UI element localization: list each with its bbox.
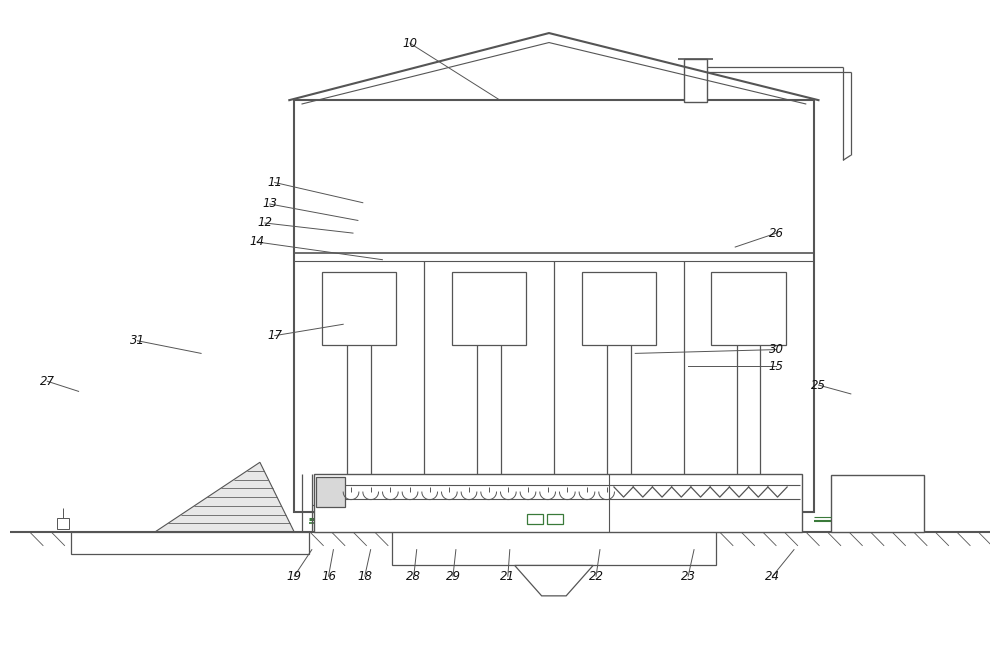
Text: 23: 23 xyxy=(681,570,696,583)
Bar xyxy=(582,273,656,345)
Text: 16: 16 xyxy=(321,570,336,583)
Bar xyxy=(322,273,396,345)
Text: 12: 12 xyxy=(257,216,272,229)
Bar xyxy=(316,477,345,507)
Text: 11: 11 xyxy=(267,176,282,189)
Text: 13: 13 xyxy=(262,198,277,211)
Bar xyxy=(831,475,924,532)
Text: 31: 31 xyxy=(130,334,145,348)
Text: 21: 21 xyxy=(500,570,515,583)
Text: 22: 22 xyxy=(589,570,604,583)
Bar xyxy=(294,100,814,512)
Bar xyxy=(71,532,309,554)
Text: 18: 18 xyxy=(357,570,372,583)
Bar xyxy=(711,273,786,345)
Text: 27: 27 xyxy=(40,375,55,388)
Polygon shape xyxy=(155,463,294,532)
Bar xyxy=(57,518,69,529)
Bar xyxy=(314,474,802,532)
Bar xyxy=(547,514,563,525)
Text: 24: 24 xyxy=(765,570,780,583)
Bar xyxy=(684,59,707,102)
Text: 28: 28 xyxy=(406,570,421,583)
Text: 15: 15 xyxy=(769,360,784,373)
Bar xyxy=(527,514,543,525)
Text: 10: 10 xyxy=(402,37,417,50)
Text: 29: 29 xyxy=(445,570,460,583)
Polygon shape xyxy=(515,565,593,596)
Text: 17: 17 xyxy=(267,329,282,342)
Text: 30: 30 xyxy=(769,343,784,356)
Text: 26: 26 xyxy=(769,227,784,240)
Text: 25: 25 xyxy=(811,379,826,391)
Bar xyxy=(392,530,716,565)
Text: 19: 19 xyxy=(287,570,302,583)
Bar xyxy=(452,273,526,345)
Text: 14: 14 xyxy=(249,235,264,249)
